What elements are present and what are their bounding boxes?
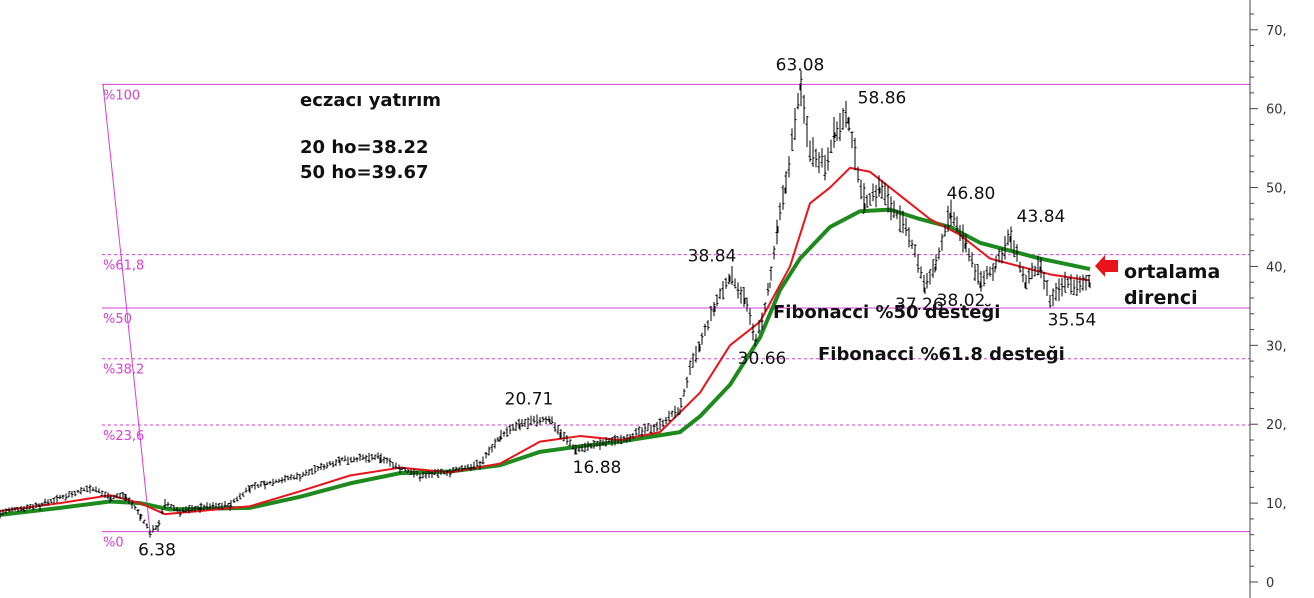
price-label-3: 43.84 <box>1017 207 1066 227</box>
price-label-2: 46.80 <box>947 184 996 204</box>
price-label-9: 20.71 <box>505 390 554 410</box>
fib-label-3: %38,2 <box>103 363 144 378</box>
y-tick-label-2: 50, <box>1266 182 1287 197</box>
fib-label-0: %100 <box>103 88 140 103</box>
price-label-1: 58.86 <box>858 89 907 109</box>
fib50-support-note: Fibonacci %50 desteği <box>773 302 1000 323</box>
y-tick-label-0: 70, <box>1266 24 1287 39</box>
price-label-10: 16.88 <box>573 458 622 478</box>
price-label-8: 30.66 <box>738 349 787 369</box>
fib-label-1: %61,8 <box>103 259 144 274</box>
price-label-6: 38.02 <box>937 291 986 311</box>
price-series <box>0 70 1091 538</box>
price-label-11: 6.38 <box>138 541 176 561</box>
y-tick-label-6: 10, <box>1266 497 1287 512</box>
y-tick-label-3: 40, <box>1266 260 1287 275</box>
title-line-3: 50 ho=39.67 <box>300 162 429 183</box>
y-axis: 70, 60, 50, 40, 30, 20, 10, 0 <box>1249 0 1287 598</box>
title-line-1: eczacı yatırım <box>300 90 441 111</box>
fib618-support-note: Fibonacci %61.8 desteği <box>818 344 1065 365</box>
price-label-0: 63.08 <box>776 55 825 75</box>
fib-levels: %100 %61,8 %50 %38,2 %23,6 %0 <box>102 83 1250 551</box>
resistance-arrow-icon <box>1095 255 1118 277</box>
y-tick-label-7: 0 <box>1266 576 1274 591</box>
price-label-4: 38.84 <box>688 247 737 267</box>
y-tick-label-1: 60, <box>1266 103 1287 118</box>
fib-label-5: %0 <box>103 536 124 551</box>
resistance-note-line-1: ortalama <box>1124 261 1220 283</box>
y-tick-label-5: 20, <box>1266 418 1287 433</box>
fib-label-2: %50 <box>103 312 132 327</box>
fib-trend-line <box>102 84 151 532</box>
fib-label-4: %23,6 <box>103 429 144 444</box>
y-tick-label-4: 30, <box>1266 339 1287 354</box>
resistance-note-line-2: direnci <box>1124 287 1198 309</box>
price-label-7: 35.54 <box>1048 311 1097 331</box>
price-label-5: 37.26 <box>895 295 944 315</box>
title-line-2: 20 ho=38.22 <box>300 137 429 158</box>
